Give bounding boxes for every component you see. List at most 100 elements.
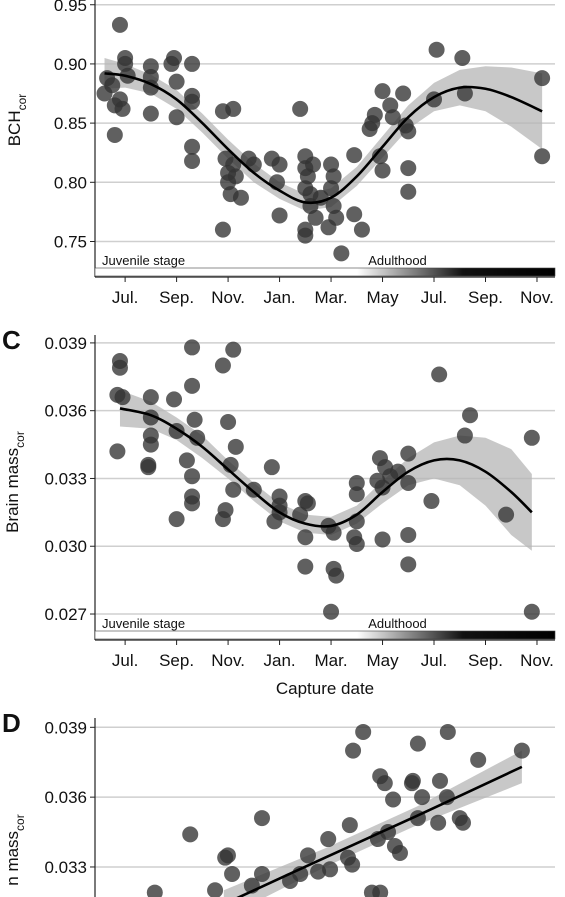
data-point [355,723,372,740]
data-point [214,511,231,528]
data-point [376,775,393,792]
data-point [353,221,370,238]
data-point [184,468,201,485]
data-point [414,789,431,806]
panel: 0.027 0.030 0.033 0.036 0.039 Jul. Sep. Nov. Jan… [2,325,556,698]
y-tick-label: 0.036 [44,788,87,807]
x-tick-label: Nov. [520,651,554,670]
confidence-band [223,750,522,897]
y-tick-label: 0.033 [44,858,87,877]
data-point [320,831,337,848]
data-point [224,865,241,882]
data-point [182,826,199,843]
x-tick-label: Jan. [263,651,295,670]
data-point [114,100,131,117]
y-axis-label-main: BCH [5,110,24,146]
data-point [104,77,121,94]
data-point [219,847,236,864]
y-tick-label: 0.030 [44,537,87,556]
data-point [292,506,309,523]
data-point [292,100,309,117]
stage-bar [94,267,556,277]
data-point [348,486,365,503]
data-point [348,474,365,491]
y-tick-label: 0.027 [44,605,87,624]
data-point [178,452,195,469]
y-tick-label: 0.80 [54,173,87,192]
y-tick-label: 0.039 [44,718,87,737]
data-point [344,856,361,873]
x-tick-label: Mar. [315,288,348,307]
data-point [423,493,440,510]
x-tick-label: Nov. [211,651,245,670]
data-point [498,506,515,523]
x-tick-label: Sep. [159,651,194,670]
data-point [225,156,242,173]
data-point [428,41,445,58]
data-point [456,85,473,102]
data-point [263,459,280,476]
data-point [523,429,540,446]
data-point [253,865,270,882]
data-point [111,16,128,33]
data-point [374,83,391,100]
data-point [184,152,201,169]
fit-group [96,16,551,262]
data-point [207,882,224,897]
data-point [328,567,345,584]
data-point [345,742,362,759]
stage-bar [94,630,556,640]
data-point [225,341,242,358]
data-point [456,427,473,444]
data-point [364,115,381,132]
x-tick-label: May [366,651,399,670]
data-point [322,861,339,878]
x-tick-label: Jul. [421,651,447,670]
data-point [400,556,417,573]
panel-letter: C [2,325,21,355]
data-point [374,479,391,496]
x-tick-label: May [366,288,399,307]
data-point [385,791,402,808]
data-point [323,180,340,197]
data-point [455,814,471,831]
data-point [400,160,417,177]
y-tick-label: 0.033 [44,469,87,488]
data-point [430,814,447,831]
data-point [142,436,159,453]
x-tick-label: Jul. [112,288,138,307]
data-point [189,429,206,446]
data-point [470,751,487,768]
y-tick-label: 0.75 [54,232,87,251]
data-point [299,847,316,864]
data-point [439,723,456,740]
data-point [297,558,314,575]
data-point [400,445,417,462]
data-point [454,50,471,67]
x-tick-label: Sep. [468,651,503,670]
data-point [214,357,231,374]
data-point [431,366,448,383]
annotation: Adulthood [368,616,427,631]
x-tick-label: Jul. [112,651,138,670]
data-point [400,474,417,491]
data-point [348,535,365,552]
data-point [186,411,203,428]
y-tick-label: 0.90 [54,55,87,74]
data-point [384,109,401,126]
data-point [297,529,314,546]
data-point [523,603,540,620]
data-point [307,209,324,226]
data-point [325,524,342,541]
data-point [168,109,185,126]
annotation: Juvenile stage [102,253,185,268]
data-point [271,156,288,173]
fit-group [109,339,540,620]
data-point [534,70,551,87]
y-axis-label: Brain masscor [3,431,27,533]
fit-group [146,723,530,897]
data-point [397,117,414,134]
y-axis-label-sub: cor [15,94,29,111]
data-point [142,389,159,406]
data-point [299,495,316,512]
